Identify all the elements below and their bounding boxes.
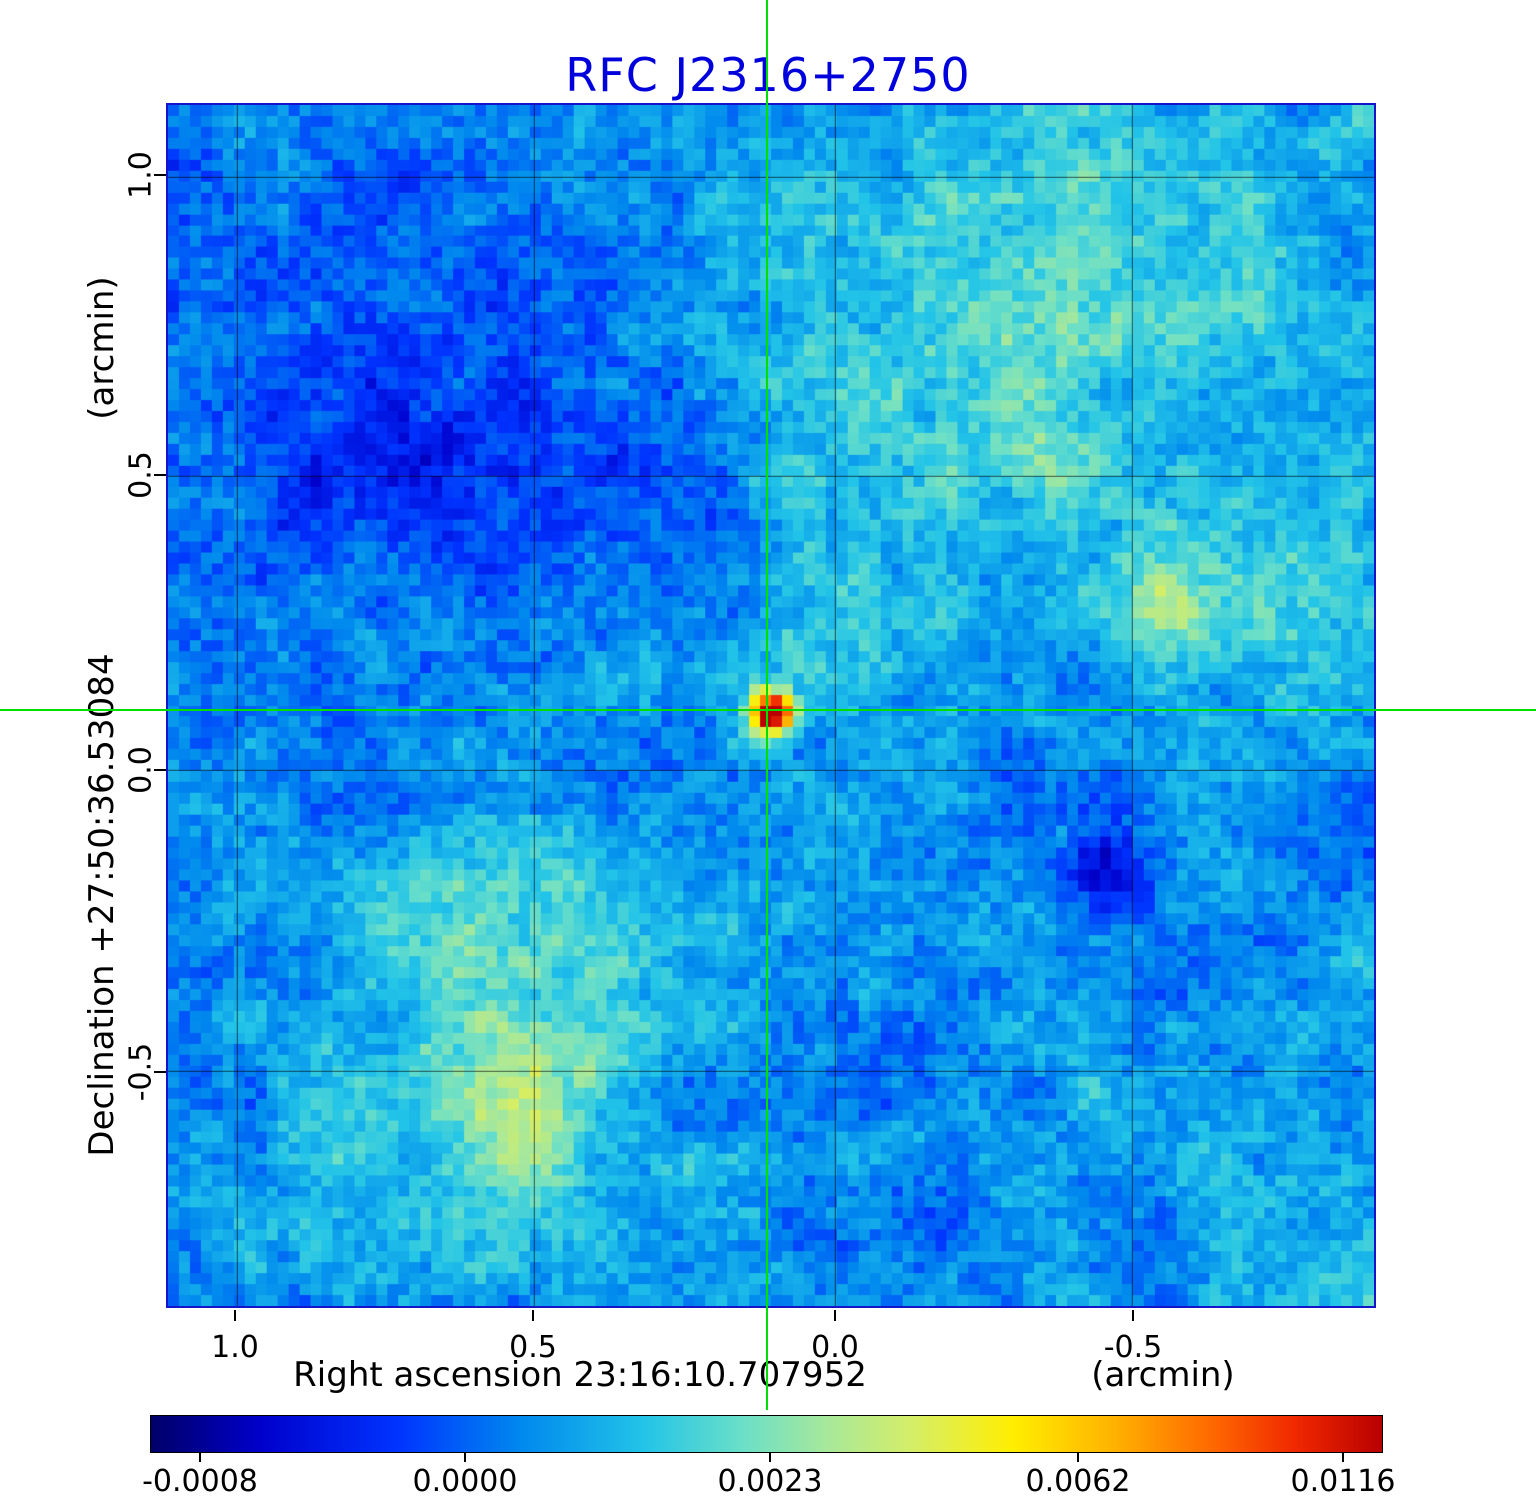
- y-tick-mark: [154, 1071, 166, 1073]
- x-tick-label-3: 0.0: [811, 1330, 859, 1365]
- colorbar-tick-label-1: -0.0008: [142, 1464, 258, 1499]
- colorbar-tick-label-3: 0.0023: [717, 1464, 823, 1499]
- colorbar-tick-mark: [199, 1453, 201, 1462]
- colorbar-tick-mark: [1342, 1453, 1344, 1462]
- x-tick-label-4: -0.5: [1103, 1330, 1163, 1365]
- x-tick-mark: [1132, 1310, 1134, 1321]
- x-axis-label: Right ascension 23:16:10.707952: [293, 1355, 867, 1395]
- crosshair-horizontal-line: [0, 709, 1536, 711]
- x-tick-label-1: 1.0: [211, 1330, 259, 1365]
- y-axis-label: Declination +27:50:36.53084: [82, 653, 122, 1157]
- colorbar-tick-label-2: 0.0000: [412, 1464, 518, 1499]
- y-tick-mark: [154, 174, 166, 176]
- x-tick-mark: [834, 1310, 836, 1321]
- y-tick-mark: [154, 474, 166, 476]
- sky-map-plot: [166, 103, 1376, 1308]
- crosshair-vertical-line: [766, 0, 768, 1410]
- colorbar-tick-mark: [769, 1453, 771, 1462]
- x-tick-mark: [234, 1310, 236, 1321]
- x-tick-label-2: 0.5: [509, 1330, 557, 1365]
- sky-map-canvas: [168, 105, 1374, 1306]
- x-axis-unit-label: (arcmin): [1091, 1355, 1235, 1395]
- x-tick-mark: [532, 1310, 534, 1321]
- colorbar-tick-label-5: 0.0116: [1290, 1464, 1396, 1499]
- colorbar-tick-mark: [464, 1453, 466, 1462]
- y-axis-unit-label: (arcmin): [82, 276, 122, 420]
- figure-title: RFC J2316+2750: [565, 48, 971, 102]
- y-tick-mark: [154, 769, 166, 771]
- colorbar: [150, 1415, 1383, 1453]
- colorbar-tick-mark: [1077, 1453, 1079, 1462]
- colorbar-tick-label-4: 0.0062: [1025, 1464, 1131, 1499]
